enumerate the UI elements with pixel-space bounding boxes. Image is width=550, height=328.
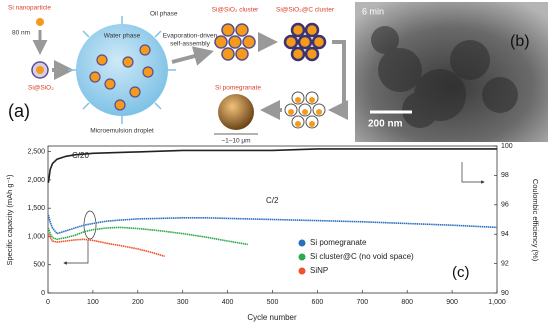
series-line xyxy=(47,226,248,246)
chart: Cycle number Specific capacity (mAh g⁻¹)… xyxy=(5,143,540,322)
panel-label: (a) xyxy=(8,101,30,121)
arrow xyxy=(328,40,348,120)
legend-marker xyxy=(298,253,306,261)
panel-label: (b) xyxy=(510,33,530,50)
y-tick-label: 1,000 xyxy=(27,233,45,240)
x-tick-label: 500 xyxy=(267,299,279,306)
legend-marker xyxy=(298,267,306,275)
x-tick-label: 200 xyxy=(132,299,144,306)
y2-tick-label: 90 xyxy=(501,290,509,297)
cluster-cores xyxy=(288,97,322,127)
legend-marker xyxy=(298,239,306,247)
x-tick-label: 300 xyxy=(177,299,189,306)
y-axis-title: Specific capacity (mAh g⁻¹) xyxy=(5,174,14,266)
y2-tick-label: 92 xyxy=(501,260,509,267)
annotation: C/20 xyxy=(72,151,89,160)
x-tick-label: 400 xyxy=(222,299,234,306)
callout-arrow xyxy=(63,240,89,265)
y2-tick-label: 100 xyxy=(501,143,513,150)
legend-label: Si cluster@C (no void space) xyxy=(310,252,414,261)
panel-b: 6 min (b) 200 nm xyxy=(355,2,548,142)
panel-label: (c) xyxy=(452,264,470,281)
cluster xyxy=(283,22,327,62)
label: Si pomegranate xyxy=(215,85,261,92)
label: Evaporation-driven xyxy=(163,33,218,40)
series-line xyxy=(47,148,497,183)
series-line xyxy=(47,233,165,258)
pomegranate xyxy=(218,94,254,130)
series-line xyxy=(47,214,498,235)
x-tick-label: 100 xyxy=(87,299,99,306)
y-tick-label: 2,000 xyxy=(27,177,45,184)
y2-axis-title: Coulombic efficiency (%) xyxy=(531,179,540,262)
annotation: C/2 xyxy=(266,196,279,205)
y-tick-label: 2,500 xyxy=(27,148,45,155)
label: Water phase xyxy=(104,33,141,40)
label: self-assembly xyxy=(170,41,210,48)
surfactants xyxy=(68,16,176,124)
label: Si@SiO₂@C cluster xyxy=(276,7,335,14)
panel-a: Si nanoparticle 80 nm Si@SiO₂ Oil phase … xyxy=(8,5,348,145)
x-tick-label: 600 xyxy=(312,299,324,306)
label: Microemulsion droplet xyxy=(90,128,154,135)
arrow xyxy=(171,46,214,66)
label: Oil phase xyxy=(150,11,178,18)
label: 200 nm xyxy=(368,119,403,130)
label: Si@SiO₂ xyxy=(28,85,54,92)
label: Si nanoparticle xyxy=(8,5,51,12)
y-tick-label: 1,500 xyxy=(27,205,45,212)
callout-arrow xyxy=(461,162,485,184)
y-tick-label: 0 xyxy=(41,290,45,297)
legend-label: Si pomegranate xyxy=(310,238,367,247)
x-tick-label: 1,000 xyxy=(488,299,506,306)
label: 80 nm xyxy=(12,30,30,37)
texture xyxy=(371,26,518,128)
y2-tick-label: 98 xyxy=(501,172,509,179)
x-axis-title: Cycle number xyxy=(247,313,297,322)
cluster xyxy=(214,23,256,61)
x-tick-label: 800 xyxy=(401,299,413,306)
label: Si@SiO₂ cluster xyxy=(212,7,260,14)
label: ~1–10 μm xyxy=(221,138,250,145)
particle xyxy=(36,18,44,26)
particle xyxy=(36,66,44,74)
x-tick-label: 700 xyxy=(356,299,368,306)
legend-label: SiNP xyxy=(310,266,328,275)
y-tick-label: 500 xyxy=(33,262,45,269)
y2-tick-label: 94 xyxy=(501,231,509,238)
x-tick-label: 0 xyxy=(46,299,50,306)
label: 6 min xyxy=(362,6,384,16)
x-tick-label: 900 xyxy=(446,299,458,306)
particles xyxy=(89,44,154,111)
y2-tick-label: 96 xyxy=(501,202,509,209)
